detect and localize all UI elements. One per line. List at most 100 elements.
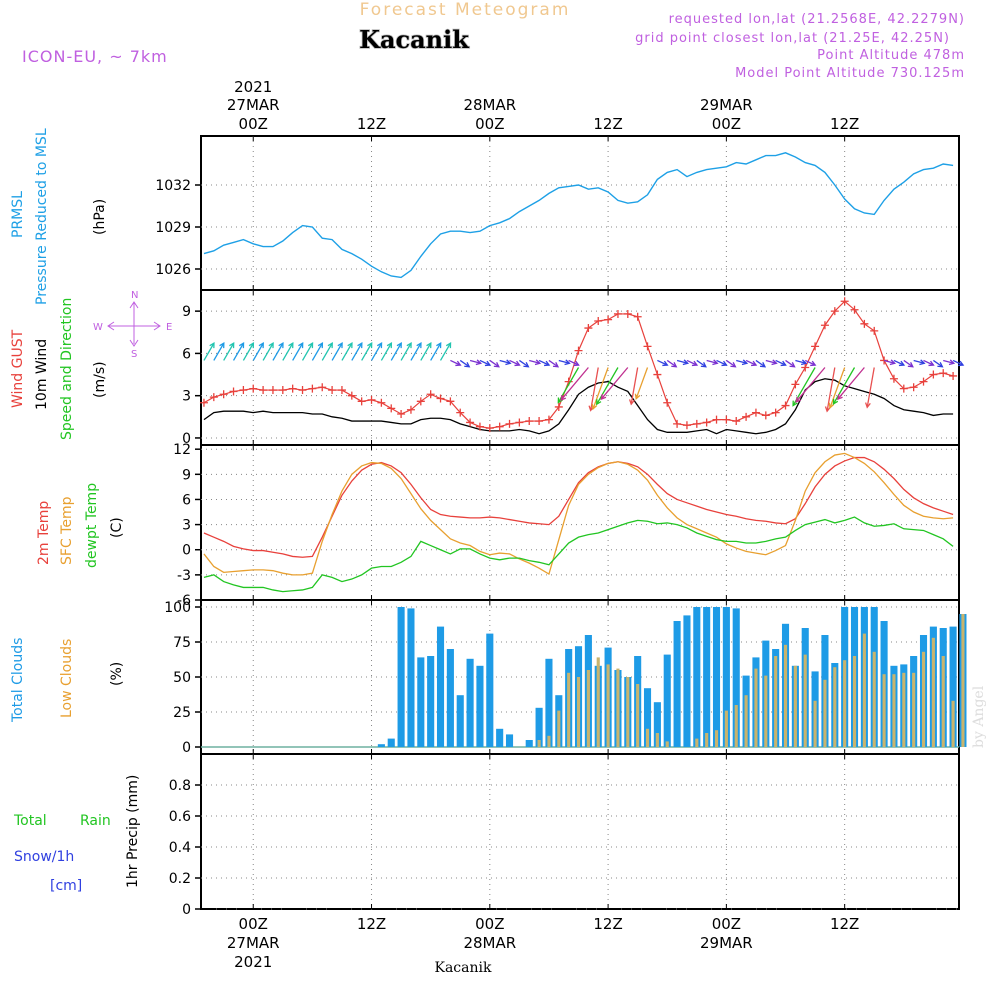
y-tick-label: 50 bbox=[173, 670, 191, 686]
bottom-day-label: 29MAR bbox=[700, 934, 753, 952]
wind-direction-arrow bbox=[509, 359, 520, 366]
wind-arrow-head bbox=[682, 359, 690, 366]
gust-marker bbox=[535, 417, 544, 426]
wind-direction-arrow bbox=[785, 359, 795, 368]
gust-marker bbox=[889, 374, 898, 383]
wind-direction-arrow bbox=[736, 359, 748, 364]
wind-arrow-head bbox=[219, 341, 225, 349]
temperature-panel: -6 -3 0 3 6 9 12 bbox=[173, 442, 960, 609]
wind-direction-arrow bbox=[775, 359, 786, 366]
wind-arrow-head bbox=[828, 402, 835, 409]
wind-arrow-head bbox=[759, 361, 767, 368]
total-cloud-bar bbox=[466, 658, 474, 747]
wind-arrow-head bbox=[573, 360, 580, 367]
y-tick-label: 12 bbox=[173, 442, 191, 458]
wind-arrow-head bbox=[824, 406, 831, 413]
compass-north: N bbox=[131, 290, 138, 301]
wind-arrow-head bbox=[789, 361, 796, 368]
bottom-hour-label: 00Z bbox=[712, 915, 741, 933]
wind-arrow-head bbox=[721, 360, 728, 367]
bottom-year-label: 2021 bbox=[234, 953, 272, 971]
gust-marker bbox=[515, 418, 524, 427]
wind-arrow-head bbox=[288, 341, 294, 349]
wind-arrow-head bbox=[810, 360, 817, 367]
cloud-labels: Total Clouds Low Clouds (%) bbox=[10, 638, 125, 723]
wind-direction-arrow bbox=[560, 367, 589, 401]
wind-arrow-head bbox=[919, 359, 926, 366]
compass-icon: N S W E bbox=[93, 290, 172, 360]
precipitation-panel: 0 0.2 0.4 0.6 0.8 bbox=[169, 753, 960, 918]
gust-marker bbox=[544, 415, 553, 424]
wind-arrow-head bbox=[455, 360, 462, 367]
model-name: ICON-EU, ~ 7km bbox=[22, 47, 168, 66]
low-cloud-bar bbox=[724, 710, 728, 747]
wind-arrow-head bbox=[792, 400, 798, 407]
wind-arrow-head bbox=[258, 341, 264, 349]
low-cloud-bar bbox=[902, 672, 906, 747]
low-cloud-bar bbox=[813, 700, 817, 747]
product-title: Forecast Meteogram bbox=[360, 0, 571, 20]
gust-marker bbox=[949, 371, 958, 380]
point-altitude: Point Altitude 478m bbox=[817, 48, 965, 63]
wind-direction-arrow bbox=[292, 342, 304, 361]
gust-marker bbox=[505, 419, 514, 428]
gust-marker bbox=[653, 370, 662, 379]
wind-direction-arrow bbox=[331, 342, 343, 361]
top-hour-label: 12Z bbox=[357, 115, 386, 133]
wind-arrow-head bbox=[248, 341, 255, 349]
wind-direction-arrow bbox=[590, 367, 599, 411]
compass-west: W bbox=[93, 322, 103, 333]
gust-marker bbox=[209, 393, 218, 402]
y-tick-label: 6 bbox=[182, 492, 191, 508]
gust-marker bbox=[712, 415, 721, 424]
bottom-day-label: 28MAR bbox=[463, 934, 516, 952]
wind-arrow-head bbox=[948, 359, 956, 366]
temp-2m-line bbox=[203, 456, 954, 558]
temp-label-2m: 2m Temp bbox=[36, 501, 52, 565]
low-cloud-bar bbox=[665, 741, 669, 747]
total-cloud-bar bbox=[732, 608, 740, 747]
total-cloud-bar bbox=[712, 607, 721, 747]
wind-arrow-head bbox=[514, 360, 521, 367]
wind-arrow-head bbox=[209, 341, 215, 349]
low-cloud-bar bbox=[892, 674, 896, 747]
gust-marker bbox=[357, 397, 366, 406]
y-tick-label: 3 bbox=[182, 518, 191, 534]
wind-arrow-head bbox=[484, 360, 492, 367]
wind-arrow-head bbox=[347, 341, 353, 349]
wind-arrow-head bbox=[800, 359, 808, 366]
gust-marker bbox=[367, 395, 376, 404]
precip-label-rain: Rain bbox=[80, 813, 111, 829]
bottom-hour-label: 12Z bbox=[830, 915, 859, 933]
low-cloud-bar bbox=[872, 651, 876, 747]
wind-direction-arrow bbox=[390, 342, 402, 361]
y-tick-label: 0 bbox=[182, 902, 191, 918]
wind-direction-arrow bbox=[596, 367, 619, 405]
wind-arrow-head bbox=[317, 341, 324, 349]
wind-arrow-head bbox=[445, 341, 452, 349]
wind-direction-arrow bbox=[666, 359, 677, 368]
low-cloud-bar bbox=[774, 656, 778, 747]
wind-direction-arrow bbox=[832, 367, 856, 405]
wind-direction-arrow bbox=[529, 359, 541, 364]
wind-direction-arrow bbox=[351, 342, 363, 361]
total-cloud-bar bbox=[663, 654, 671, 747]
gust-marker bbox=[406, 405, 415, 414]
gust-marker bbox=[199, 398, 208, 407]
gust-marker bbox=[801, 363, 810, 372]
grid-point-coords: grid point closest lon,lat (21.25E, 42.2… bbox=[635, 31, 950, 46]
gust-marker bbox=[466, 418, 475, 427]
wind-direction-arrow bbox=[321, 342, 333, 361]
wind-direction-arrow bbox=[341, 342, 353, 361]
wind-arrow-head bbox=[376, 341, 383, 349]
gust-marker bbox=[673, 419, 682, 428]
total-cloud-bar bbox=[436, 626, 445, 747]
y-tick-label: 1032 bbox=[155, 178, 191, 194]
y-tick-label: 9 bbox=[182, 467, 191, 483]
wind-direction-arrow bbox=[866, 367, 875, 408]
top-hour-label: 00Z bbox=[712, 115, 741, 133]
wind-arrow-head bbox=[837, 394, 843, 401]
wind-direction-arrow bbox=[630, 367, 639, 405]
low-cloud-bar bbox=[931, 637, 935, 747]
low-cloud-bar bbox=[941, 656, 945, 747]
